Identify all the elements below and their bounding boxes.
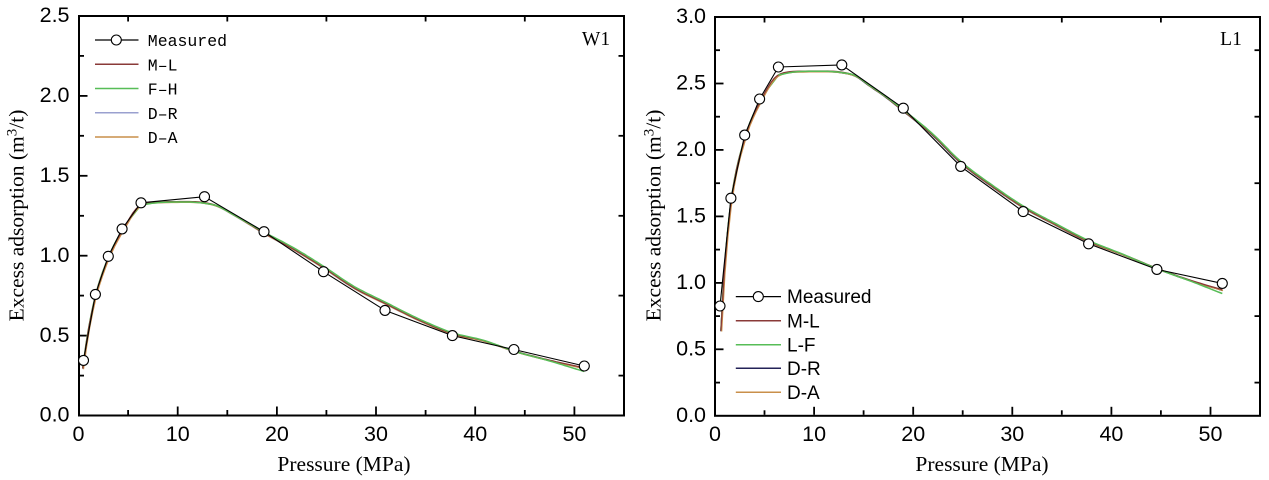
svg-text:10: 10 (166, 422, 190, 446)
svg-text:2.5: 2.5 (40, 3, 70, 27)
svg-text:30: 30 (364, 422, 388, 446)
svg-text:Pressure (MPa): Pressure (MPa) (277, 452, 410, 476)
svg-text:0.0: 0.0 (676, 403, 706, 427)
svg-text:1.5: 1.5 (40, 163, 70, 187)
svg-text:0: 0 (73, 422, 85, 446)
svg-text:Measured: Measured (148, 32, 227, 51)
svg-text:40: 40 (1099, 422, 1123, 446)
svg-text:M–L: M–L (148, 56, 178, 75)
svg-text:1.0: 1.0 (40, 243, 70, 267)
svg-text:D-R: D-R (787, 359, 821, 380)
svg-text:2.5: 2.5 (676, 71, 706, 95)
svg-text:Excess adsorption (m3/t): Excess adsorption (m3/t) (5, 110, 29, 322)
svg-text:D–R: D–R (148, 105, 178, 124)
svg-text:10: 10 (802, 422, 826, 446)
svg-text:D-A: D-A (787, 383, 820, 404)
svg-text:50: 50 (562, 422, 586, 446)
svg-text:0.5: 0.5 (676, 337, 706, 361)
svg-text:0.5: 0.5 (40, 323, 70, 347)
svg-text:Excess adsorption (m3/t): Excess adsorption (m3/t) (642, 110, 666, 322)
svg-text:1.0: 1.0 (676, 270, 706, 294)
svg-text:0: 0 (709, 422, 721, 446)
svg-text:D–A: D–A (148, 129, 178, 148)
svg-text:20: 20 (901, 422, 925, 446)
svg-text:L-F: L-F (787, 335, 816, 356)
svg-text:M-L: M-L (787, 311, 820, 332)
svg-text:F–H: F–H (148, 81, 178, 100)
svg-text:30: 30 (1000, 422, 1024, 446)
svg-text:Pressure (MPa): Pressure (MPa) (915, 452, 1048, 476)
svg-text:20: 20 (265, 422, 289, 446)
svg-text:L1: L1 (1220, 29, 1242, 50)
svg-text:1.5: 1.5 (676, 204, 706, 228)
svg-text:0.0: 0.0 (40, 403, 70, 427)
svg-text:Measured: Measured (787, 287, 872, 308)
svg-text:2.0: 2.0 (676, 137, 706, 161)
svg-text:3.0: 3.0 (676, 4, 706, 28)
svg-text:50: 50 (1199, 422, 1223, 446)
svg-text:W1: W1 (582, 29, 610, 50)
svg-text:40: 40 (463, 422, 487, 446)
svg-text:2.0: 2.0 (40, 83, 70, 107)
